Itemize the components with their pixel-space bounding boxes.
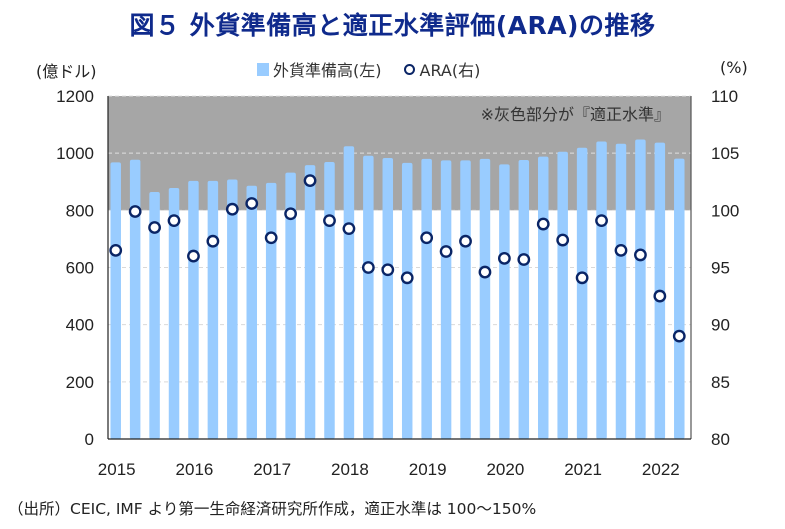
ara-point: [245, 197, 259, 210]
ara-point: [420, 231, 434, 245]
legend-bar-swatch-icon: [257, 62, 269, 76]
bar: [615, 143, 627, 439]
legend: 外貨準備高(左) ARA(右): [257, 57, 480, 81]
bar: [518, 160, 530, 439]
bar: [557, 151, 568, 440]
x-axis-tick-label: 2022: [642, 460, 680, 479]
bar: [246, 185, 257, 439]
ara-point: [264, 231, 278, 245]
bar: [324, 162, 335, 439]
bar: [382, 158, 394, 440]
ara-point: [672, 329, 686, 343]
ara-point: [128, 205, 142, 218]
bar: [401, 162, 413, 439]
legend-label-reserves: 外貨準備高(左): [273, 61, 382, 80]
ara-point: [575, 271, 589, 285]
ara-point: [497, 251, 511, 265]
bar: [479, 158, 491, 439]
ara-point: [284, 207, 298, 221]
ara-point: [225, 202, 239, 216]
chart-plot: 0 200 400 600 800 1000 1200 80 85 90 95 100 105 110 20…: [56, 87, 739, 479]
x-axis-tick-label: 2021: [564, 460, 602, 479]
ara-point: [439, 245, 453, 258]
shaded-band-label: ※灰色部分が『適正水準』: [481, 105, 670, 124]
ara-point: [595, 214, 608, 228]
x-axis-tick-label: 2018: [331, 460, 369, 479]
ara-point: [614, 243, 628, 257]
ara-point: [303, 174, 317, 188]
bar: [363, 155, 374, 439]
ara-point: [361, 261, 375, 274]
bar: [499, 164, 510, 440]
bar: [110, 162, 121, 439]
x-axis-tick-label: 2019: [409, 460, 447, 479]
bar: [304, 165, 316, 439]
chart-title: 図５ 外貨準備高と適正水準評価(ARA)の推移: [129, 11, 656, 40]
ara-point: [167, 214, 181, 228]
right-axis-tick-label: 90: [711, 316, 730, 335]
bar: [188, 180, 199, 439]
ara-point: [187, 249, 200, 263]
ara-point: [634, 248, 647, 262]
left-axis-tick-label: 400: [66, 316, 94, 335]
ara-point: [109, 243, 123, 257]
ara-point: [459, 234, 472, 248]
left-axis-tick-label: 200: [66, 373, 94, 392]
left-axis-tick-label: 1000: [56, 144, 94, 163]
bar: [265, 182, 277, 440]
bar: [460, 160, 471, 439]
ara-point: [653, 289, 667, 303]
right-axis-tick-label: 85: [711, 373, 730, 392]
bar: [674, 158, 685, 439]
bar: [538, 156, 549, 439]
bar: [149, 192, 160, 439]
ara-point: [148, 221, 161, 234]
ara-point: [556, 233, 570, 247]
x-axis-tick-label: 2017: [253, 460, 291, 479]
ara-point: [517, 253, 531, 266]
bar: [576, 147, 588, 439]
ara-point: [381, 263, 395, 277]
ara-point: [536, 217, 550, 231]
right-axis-unit: (%): [720, 58, 748, 77]
bar: [129, 159, 141, 439]
bar: [635, 139, 646, 440]
right-axis-tick-label: 110: [711, 87, 738, 106]
legend-label-ara: ARA(右): [419, 61, 481, 80]
ara-point: [206, 234, 220, 248]
left-axis-tick-label: 0: [85, 430, 94, 449]
x-axis-tick-label: 2015: [98, 460, 136, 479]
bar: [343, 146, 355, 439]
bar: [227, 179, 238, 440]
ara-point: [342, 222, 356, 236]
ara-point: [323, 214, 336, 228]
left-axis-tick-label: 800: [66, 201, 94, 220]
bar: [207, 180, 219, 439]
left-axis-tick-label: 600: [66, 259, 94, 278]
bar: [440, 160, 452, 439]
right-axis-tick-label: 105: [711, 144, 739, 163]
ara-point: [478, 265, 492, 279]
bar: [596, 141, 607, 439]
right-axis-tick-label: 80: [711, 430, 730, 449]
x-axis-tick-label: 2020: [486, 460, 524, 479]
bar: [285, 172, 296, 439]
legend-circle-marker-icon: [403, 63, 415, 75]
left-axis-unit: (億ドル): [36, 62, 97, 81]
bar: [421, 158, 432, 439]
left-axis-tick-label: 1200: [56, 87, 94, 106]
bar: [168, 188, 180, 439]
source-note: （出所）CEIC, IMF より第一生命経済研究所作成，適正水準は 100～15…: [8, 500, 537, 518]
ara-point: [400, 271, 414, 285]
x-axis-tick-label: 2016: [176, 460, 214, 479]
right-axis-tick-label: 100: [711, 201, 739, 220]
right-axis-tick-label: 95: [711, 259, 730, 278]
